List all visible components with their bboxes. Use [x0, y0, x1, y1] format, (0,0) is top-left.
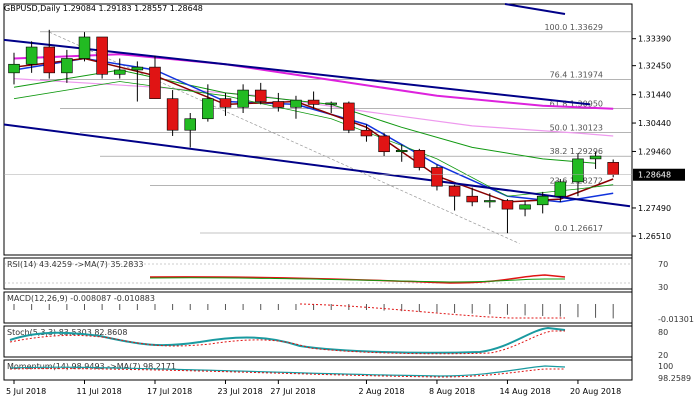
x-tick-label-6: 8 Aug 2018 — [429, 387, 475, 396]
candle-body-6 — [113, 69, 126, 75]
candle-body-13 — [237, 89, 249, 108]
candle-body-28 — [501, 200, 514, 210]
channel-lower-line — [3, 123, 631, 208]
fib-trend-line — [49, 31, 520, 244]
indicator-label-1: MACD(12,26,9) -0.008087 -0.010883 — [7, 294, 155, 303]
candle-body-24 — [431, 167, 443, 187]
x-tick-label-8: 20 Aug 2018 — [570, 387, 621, 396]
candle-body-15 — [272, 101, 285, 108]
indicator-tick-2-0: 80 — [658, 328, 668, 337]
time-axis: 5 Jul 2018 11 Jul 2018 17 Jul 2018 23 Jul 2… — [6, 380, 621, 396]
y-tick-label-4: 1.29460 — [638, 147, 671, 156]
candle-body-2 — [43, 46, 56, 74]
price-axis: 1.33390 1.32450 1.31440 1.30440 1.29460 1.274… — [4, 35, 685, 241]
candle-body-27 — [484, 200, 496, 203]
candle-body-11 — [202, 98, 214, 120]
candle-body-14 — [254, 89, 267, 102]
stoch-main-line — [9, 326, 566, 354]
x-tick-label-3: 23 Jul 2018 — [217, 387, 262, 396]
current-price-box — [633, 168, 685, 181]
candle-body-30 — [536, 195, 549, 206]
fib-label-3: 50.0 1.30123 — [550, 123, 603, 132]
y-tick-label-5: 1.27490 — [638, 204, 671, 213]
y-tick-label-2: 1.31440 — [638, 91, 671, 100]
rsi-line — [149, 277, 565, 283]
x-tick-label-0: 5 Jul 2018 — [6, 387, 46, 396]
candle-body-12 — [219, 98, 232, 108]
panel-frames — [3, 3, 633, 381]
candle-body-1 — [25, 46, 38, 65]
candle-body-25 — [448, 185, 461, 197]
candle-body-9 — [166, 98, 179, 131]
candle-body-21 — [378, 135, 390, 153]
candle-body-34 — [607, 162, 619, 175]
candle-body-19 — [343, 102, 355, 131]
candle-body-32 — [572, 158, 584, 183]
candle-body-22 — [395, 149, 408, 153]
candle-body-31 — [554, 181, 567, 197]
macd-signal-line — [299, 303, 565, 319]
indicator-label-3: Momentum(14) 98.9493 ->MA(7) 98.2171 — [7, 362, 176, 371]
chart-title: GBPUSD,Daily 1.29084 1.29183 1.28557 1.2… — [4, 4, 203, 13]
indicator-tick-3-0: 100 — [658, 362, 673, 371]
candle-body-18 — [325, 102, 337, 105]
momentum-line — [9, 365, 566, 377]
fib-label-2: 61.8 1.30950 — [550, 100, 603, 109]
x-tick-label-1: 11 Jul 2018 — [76, 387, 121, 396]
y-tick-label-0: 1.33390 — [638, 35, 671, 44]
candle-body-7 — [131, 66, 144, 71]
indicator-tick-2-1: 20 — [658, 351, 668, 360]
indicator-label-0: RSI(14) 43.4259 ->MA(7) 35.2833 — [7, 260, 144, 269]
candle-body-8 — [149, 66, 161, 99]
fib-label-1: 76.4 1.31974 — [550, 70, 603, 79]
y-tick-label-6: 1.26510 — [638, 232, 671, 241]
candle-body-20 — [360, 129, 373, 137]
candle-body-10 — [184, 118, 196, 131]
x-tick-label-2: 17 Jul 2018 — [147, 387, 192, 396]
candle-body-3 — [61, 58, 73, 74]
candle-body-0 — [8, 63, 20, 74]
current-price-label: 1.28648 — [638, 171, 671, 180]
indicator-panels: RSI(14) 43.4259 ->MA(7) 35.2833 70 30 MACD(… — [4, 260, 694, 383]
candle-body-5 — [96, 36, 108, 75]
fib-label-4: 38.2 1.29296 — [550, 147, 603, 156]
ma-magenta-line — [13, 53, 614, 110]
candle-body-26 — [466, 195, 478, 203]
fib-label-6: 0.0 1.26617 — [555, 224, 603, 233]
candle-body-16 — [290, 99, 302, 108]
x-tick-label-7: 14 Aug 2018 — [499, 387, 550, 396]
x-tick-label-4: 27 Jul 2018 — [270, 387, 315, 396]
candle-body-23 — [413, 149, 426, 168]
fib-label-0: 100.0 1.33629 — [544, 23, 603, 32]
candle-body-29 — [519, 204, 531, 210]
stoch-signal-line — [9, 330, 565, 355]
x-tick-label-5: 2 Aug 2018 — [358, 387, 404, 396]
y-tick-label-3: 1.30440 — [638, 119, 671, 128]
candle-body-33 — [589, 155, 602, 160]
candle-body-4 — [78, 36, 91, 59]
candlesticks — [8, 29, 619, 234]
y-tick-label-1: 1.32450 — [638, 62, 671, 71]
indicator-tick-1-0: -0.01301 — [658, 315, 694, 324]
indicator-tick-0-1: 30 — [658, 283, 668, 292]
indicator-tick-0-0: 70 — [658, 260, 668, 269]
channel-top-fragment — [504, 3, 566, 16]
candle-body-17 — [307, 99, 320, 105]
indicator-tick-3-1: 98.2589 — [658, 374, 691, 383]
